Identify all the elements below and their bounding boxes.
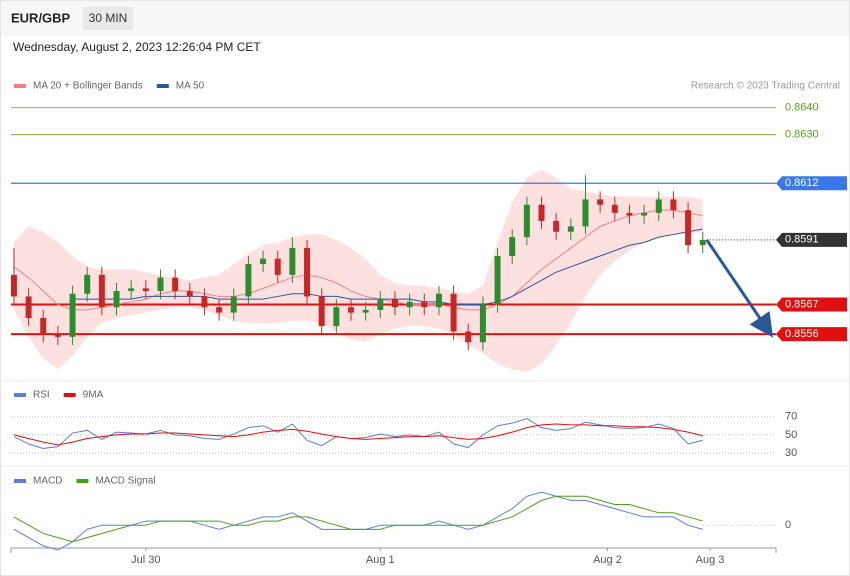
x-tick-label: Jul 30: [131, 554, 160, 566]
candle-body: [685, 210, 692, 246]
candle-body: [54, 334, 61, 337]
candle-body: [465, 331, 472, 343]
candle-body: [494, 256, 501, 305]
candle-body: [84, 274, 91, 294]
interval-badge: [83, 7, 133, 30]
legend-swatch: [156, 84, 169, 88]
legend-label: 9MA: [83, 390, 104, 401]
candle-body: [377, 299, 384, 310]
candle-body: [201, 296, 208, 308]
legend-label: MACD: [33, 476, 62, 487]
moving-average: [72, 228, 703, 306]
candle-body: [641, 212, 648, 216]
candle-body: [391, 299, 398, 308]
y-tick-label: 0: [785, 519, 791, 531]
level-tag: [776, 232, 847, 247]
candle-body: [289, 247, 296, 275]
candle-body: [216, 307, 223, 313]
legend-label: MACD Signal: [95, 476, 155, 487]
moving-average: [13, 209, 703, 311]
level-label: 0.8630: [785, 129, 819, 141]
source: Research © 2023 Trading Central: [691, 81, 840, 92]
legend-swatch: [14, 393, 26, 397]
candle-body: [435, 293, 442, 308]
candle-body: [260, 258, 267, 265]
level-tag: [776, 176, 847, 191]
level-tag: [776, 297, 847, 312]
legend-label: MA 50: [176, 81, 205, 92]
legend-swatch: [76, 479, 89, 483]
level-label: 0.8640: [785, 102, 819, 114]
candle-body: [523, 204, 530, 238]
candle-body: [406, 301, 413, 308]
candle-body: [611, 204, 618, 213]
level-label: 0.8612: [785, 177, 819, 189]
x-tick-label: Aug 1: [366, 554, 395, 566]
candle-body: [597, 199, 604, 205]
interval: 30 MIN: [89, 11, 128, 25]
candle-body: [348, 307, 354, 313]
legend-swatch: [14, 84, 26, 88]
candle-body: [69, 293, 76, 337]
bollinger-band: [13, 169, 703, 372]
legend-label: RSI: [33, 390, 50, 401]
candle-body: [553, 220, 560, 232]
candle-body: [509, 237, 516, 256]
candle-body: [274, 258, 281, 275]
y-tick-label: 30: [785, 447, 797, 459]
candle-body: [304, 247, 311, 297]
candle-body: [655, 199, 662, 213]
candle-body: [479, 304, 486, 343]
level-label: 0.8591: [785, 234, 819, 246]
candle-body: [10, 274, 17, 297]
candle-body: [186, 291, 193, 297]
header-bar: [1, 1, 849, 36]
candle-body: [172, 277, 179, 292]
legend-swatch: [63, 393, 76, 397]
x-tick-label: Aug 2: [593, 554, 622, 566]
level-tag: [776, 327, 847, 342]
candle-body: [25, 296, 32, 318]
timestamp: Wednesday, August 2, 2023 12:26:04 PM CE…: [13, 40, 261, 54]
candle-body: [157, 277, 164, 292]
y-tick-label: 70: [785, 411, 797, 423]
candle-body: [670, 199, 677, 211]
candle-body: [230, 296, 237, 313]
candle-body: [318, 296, 325, 327]
candle-body: [142, 288, 149, 292]
symbol: EUR/GBP: [11, 10, 71, 25]
indicator-line: [13, 423, 703, 446]
level-label: 0.8556: [785, 328, 819, 340]
candle-body: [128, 288, 135, 292]
candle-body: [40, 318, 47, 335]
candle-body: [333, 307, 340, 327]
candle-body: [98, 274, 105, 308]
candle-body: [450, 293, 457, 332]
indicator-line: [13, 418, 703, 449]
level-label: 0.8567: [785, 298, 819, 310]
candle-body: [362, 309, 369, 313]
y-tick-label: 50: [785, 429, 797, 441]
legend-label: MA 20 + Bollinger Bands: [33, 81, 143, 92]
candle-body: [538, 204, 545, 221]
indicator-line: [13, 495, 703, 543]
x-tick-label: Aug 3: [696, 554, 725, 566]
candle-body: [245, 264, 252, 297]
projection-arrow: [705, 238, 774, 338]
candle-body: [626, 212, 633, 216]
candle-body: [421, 301, 428, 308]
legend-swatch: [14, 479, 26, 483]
candle-body: [582, 199, 589, 227]
candle-body: [699, 239, 706, 246]
candle-body: [567, 226, 574, 232]
candle-body: [113, 291, 120, 308]
